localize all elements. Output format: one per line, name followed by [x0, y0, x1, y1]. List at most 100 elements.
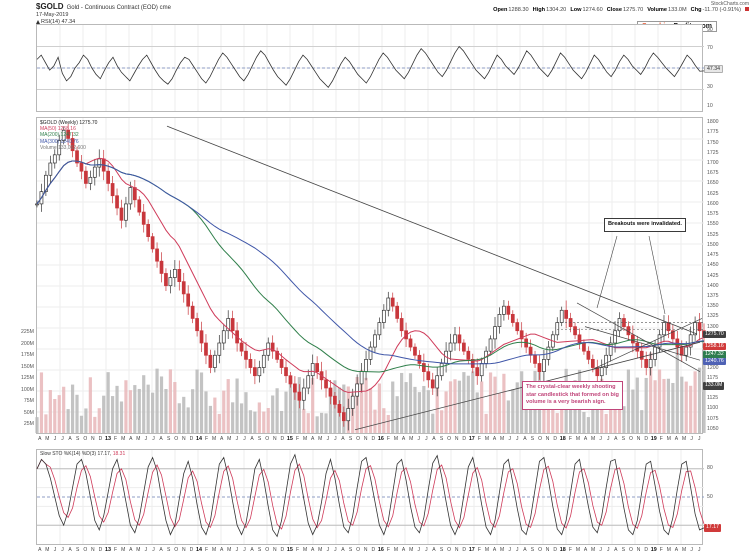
x-axis-month-M-13: M — [136, 547, 141, 553]
x-axis-month-A-52: A — [432, 547, 436, 553]
x-axis-year-14: 14 — [195, 547, 202, 553]
x-axis-month-O-78: O — [629, 436, 633, 442]
annotation-breakouts-text: Breakouts were invalidated. — [608, 221, 682, 227]
x-axis-month-O-18: O — [174, 547, 179, 553]
x-axis-month-J-14: J — [144, 547, 148, 553]
x-axis-month-A-76: A — [614, 436, 618, 442]
price-tick-1400: 1400 — [707, 282, 719, 289]
price-tick-1125: 1125 — [707, 395, 719, 402]
x-axis-month-S-53: S — [439, 436, 444, 442]
volume-tick-225M: 225M — [21, 329, 34, 335]
x-axis-month-O-30: O — [265, 547, 270, 553]
x-axis-month-J-51: J — [425, 436, 428, 442]
x-axis-month-O-42: O — [356, 547, 361, 553]
x-axis-month-N-67: N — [545, 436, 550, 442]
x-axis-month-J-38: J — [326, 547, 330, 553]
stoch-name: Slow STO %K(14) %D(3) — [40, 451, 97, 457]
x-axis-month-J-3: J — [61, 436, 64, 442]
x-axis-month-M-23: M — [212, 547, 217, 553]
x-axis-month-A-60: A — [492, 547, 497, 553]
x-axis-month-M-71: M — [575, 547, 581, 553]
stochastic-legend: Slow STO %K(14) %D(3) 17.17, 18.31 — [40, 451, 126, 457]
x-axis-month-M-73: M — [591, 436, 596, 442]
price-tick-1075: 1075 — [707, 415, 719, 422]
x-axis-month-M-85: M — [681, 436, 687, 442]
x-axis-month-F-58: F — [477, 547, 481, 553]
annotation-breakouts: Breakouts were invalidated. — [604, 218, 686, 232]
x-axis-year-18: 18 — [559, 436, 566, 442]
x-axis-month-M-13: M — [136, 436, 141, 442]
stoch-d-value: 18.31 — [112, 451, 126, 457]
x-axis-month-J-2: J — [53, 547, 57, 553]
x-axis-month-A-60: A — [492, 436, 497, 442]
legend-price: $GOLD (Weekly) 1275.70 — [40, 120, 98, 126]
x-axis-month-M-61: M — [500, 547, 505, 553]
price-tick-1650: 1650 — [707, 180, 719, 187]
open-value: 1288.30 — [508, 7, 529, 13]
x-axis-month-M-37: M — [318, 547, 323, 553]
x-axis-month-A-84: A — [674, 436, 679, 442]
symbol-label: $GOLD — [36, 2, 64, 11]
volume-tick-175M: 175M — [21, 352, 34, 358]
chg-label: Chg — [690, 7, 702, 13]
x-axis-month-S-29: S — [257, 547, 262, 553]
x-axis-month-A-36: A — [310, 547, 315, 553]
x-axis-month-A-76: A — [614, 547, 618, 553]
x-axis-month-M-47: M — [393, 547, 399, 553]
price-tick-1675: 1675 — [707, 170, 719, 177]
price-tick-1750: 1750 — [707, 139, 719, 146]
legend-ma200: MA(200) 1247.32 — [40, 132, 79, 139]
stoch-k-value: 17.17 — [97, 451, 110, 457]
x-axis-year-14: 14 — [195, 436, 202, 442]
x-axis-month-A-16: A — [159, 547, 163, 553]
x-axis-month-M-83: M — [666, 436, 671, 442]
price-tick-1175: 1175 — [707, 374, 719, 381]
x-axis-month-S-77: S — [621, 436, 626, 442]
price-tick-1500: 1500 — [707, 241, 719, 248]
x-axis-month-J-74: J — [599, 436, 602, 442]
x-axis-month-F-10: F — [114, 547, 118, 553]
x-axis-month-F-22: F — [205, 547, 209, 553]
x-axis-month-A-28: A — [250, 547, 254, 553]
x-axis-month-A-28: A — [250, 436, 254, 442]
symbol-description: Gold - Continuous Contract (EOD) cme — [66, 5, 171, 11]
stoch-value-badge: 17.17 — [704, 524, 721, 532]
x-axis-month-O-18: O — [174, 436, 179, 442]
annotation-shooting-star-line2: star candlestick that formed on big — [526, 391, 619, 398]
stochastic-plot — [36, 450, 705, 544]
x-axis-month-J-3: J — [61, 547, 64, 553]
x-axis-month-A-24: A — [220, 436, 224, 442]
x-axis-month-J-62: J — [508, 436, 511, 442]
x-axis-month-M-37: M — [318, 436, 323, 442]
x-axis-month-D-80: D — [644, 436, 648, 442]
x-axis-month-A-72: A — [583, 436, 588, 442]
x-axis-month-F-70: F — [568, 547, 572, 553]
volume-label: Volume — [647, 7, 667, 13]
stoch-tick-50: 50 — [707, 494, 713, 500]
rsi-panel — [36, 24, 705, 112]
x-axis-month-M-25: M — [227, 436, 232, 442]
x-axis-month-S-65: S — [530, 436, 535, 442]
x-axis-month-N-7: N — [91, 436, 95, 442]
x-axis-month-M-11: M — [121, 547, 126, 553]
x-axis-month-S-5: S — [76, 436, 80, 442]
price-tick-1775: 1775 — [707, 129, 719, 136]
x-axis-month-J-51: J — [425, 547, 428, 553]
x-axis-month-J-86: J — [690, 547, 693, 553]
x-axis-month-F-46: F — [386, 547, 390, 553]
x-axis-month-M-49: M — [409, 436, 414, 442]
x-axis-month-M-25: M — [227, 547, 232, 553]
rsi-tick-30: 30 — [707, 84, 713, 90]
x-axis-months: A M J J A S O N D 13 F M A M J J A S O N D 14 F M A M J J A S O N D 15 F M A… — [36, 435, 703, 445]
x-axis-month-D-56: D — [462, 547, 467, 553]
x-axis-month-D-8: D — [98, 436, 103, 442]
x-axis-month-M-23: M — [212, 436, 217, 442]
x-axis-month-N-19: N — [181, 547, 186, 553]
x-axis-month-F-22: F — [205, 436, 209, 442]
x-axis-month-A-72: A — [583, 547, 588, 553]
x-axis-year-13: 13 — [105, 436, 111, 442]
x-axis-month-J-26: J — [235, 436, 239, 442]
price-tick-1375: 1375 — [707, 292, 719, 299]
price-badge-green: 1247.32 — [703, 351, 726, 359]
x-axis-month-A-84: A — [674, 547, 679, 553]
